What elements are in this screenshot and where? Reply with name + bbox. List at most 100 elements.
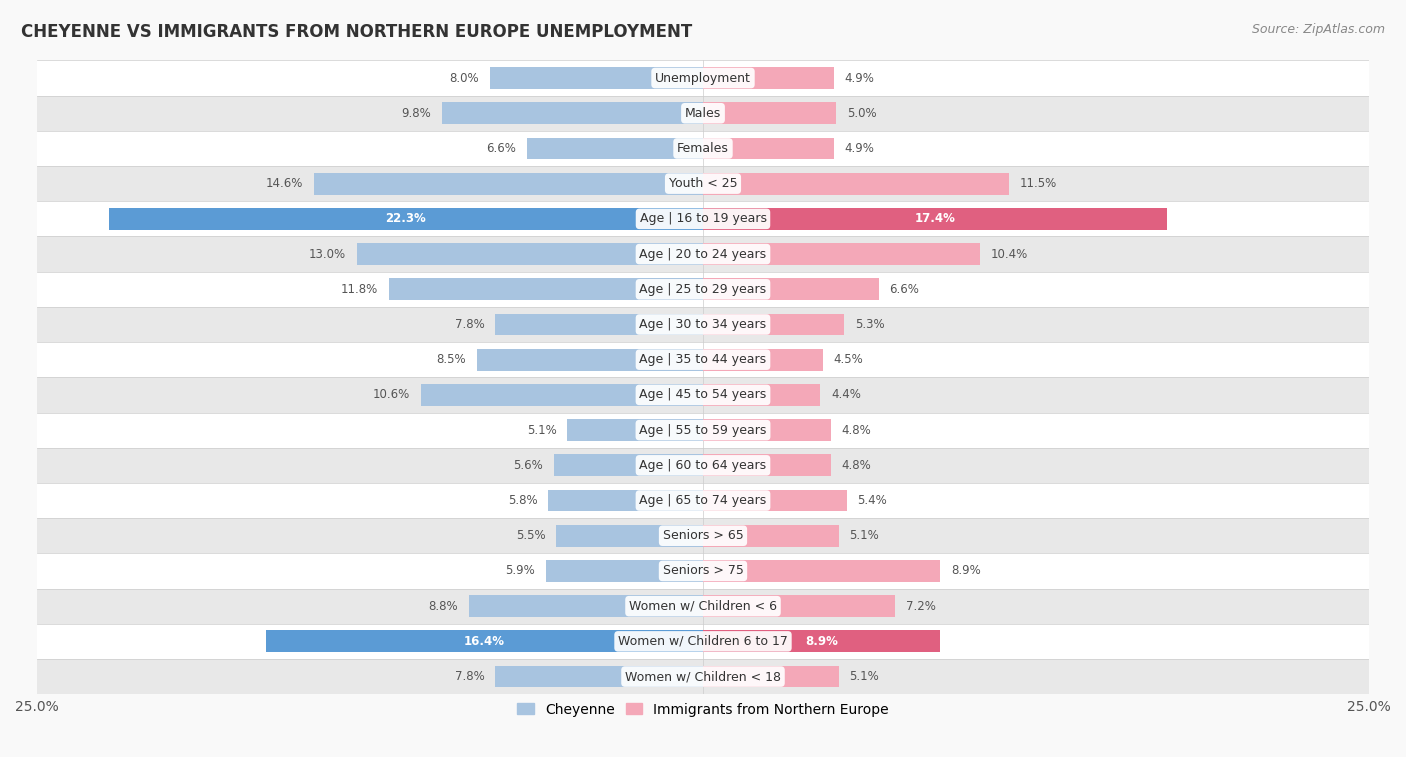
Text: Age | 35 to 44 years: Age | 35 to 44 years [640,354,766,366]
Text: 4.8%: 4.8% [842,459,872,472]
Text: Age | 55 to 59 years: Age | 55 to 59 years [640,424,766,437]
Text: 6.6%: 6.6% [890,283,920,296]
Bar [314,173,703,195]
Bar [37,624,1369,659]
Text: 5.0%: 5.0% [846,107,876,120]
Text: 5.4%: 5.4% [858,494,887,507]
Text: Females: Females [678,142,728,155]
Bar [703,665,839,687]
Text: 7.8%: 7.8% [454,318,485,331]
Bar [703,384,820,406]
Bar [703,560,941,582]
Text: Women w/ Children < 18: Women w/ Children < 18 [626,670,780,683]
Text: 9.8%: 9.8% [402,107,432,120]
Text: Age | 25 to 29 years: Age | 25 to 29 years [640,283,766,296]
Bar [37,166,1369,201]
Text: 10.4%: 10.4% [991,248,1028,260]
Text: Women w/ Children < 6: Women w/ Children < 6 [628,600,778,612]
Bar [388,279,703,301]
Bar [703,173,1010,195]
Text: Women w/ Children 6 to 17: Women w/ Children 6 to 17 [619,635,787,648]
Bar [468,595,703,617]
Bar [703,243,980,265]
Text: 11.8%: 11.8% [340,283,378,296]
Text: 4.9%: 4.9% [844,142,875,155]
Legend: Cheyenne, Immigrants from Northern Europe: Cheyenne, Immigrants from Northern Europ… [512,697,894,722]
Text: 7.2%: 7.2% [905,600,935,612]
Bar [703,454,831,476]
Bar [37,447,1369,483]
Bar [266,631,703,653]
Text: Age | 45 to 54 years: Age | 45 to 54 years [640,388,766,401]
Bar [37,483,1369,518]
Bar [703,595,894,617]
Bar [703,138,834,160]
Text: Age | 30 to 34 years: Age | 30 to 34 years [640,318,766,331]
Text: Age | 65 to 74 years: Age | 65 to 74 years [640,494,766,507]
Bar [37,342,1369,377]
Text: 5.1%: 5.1% [849,529,879,542]
Text: Males: Males [685,107,721,120]
Bar [703,631,941,653]
Text: 11.5%: 11.5% [1021,177,1057,190]
Text: 8.8%: 8.8% [429,600,458,612]
Text: Age | 60 to 64 years: Age | 60 to 64 years [640,459,766,472]
Bar [37,553,1369,588]
Bar [703,102,837,124]
Bar [703,349,823,371]
Text: 8.5%: 8.5% [436,354,465,366]
Text: 6.6%: 6.6% [486,142,516,155]
Bar [477,349,703,371]
Text: Youth < 25: Youth < 25 [669,177,737,190]
Bar [37,588,1369,624]
Text: Seniors > 65: Seniors > 65 [662,529,744,542]
Bar [546,560,703,582]
Text: 22.3%: 22.3% [385,213,426,226]
Bar [703,208,1167,230]
Bar [37,61,1369,95]
Text: 5.1%: 5.1% [849,670,879,683]
Bar [37,413,1369,447]
Text: 5.3%: 5.3% [855,318,884,331]
Bar [441,102,703,124]
Text: CHEYENNE VS IMMIGRANTS FROM NORTHERN EUROPE UNEMPLOYMENT: CHEYENNE VS IMMIGRANTS FROM NORTHERN EUR… [21,23,692,41]
Text: 5.1%: 5.1% [527,424,557,437]
Bar [703,67,834,89]
Bar [37,131,1369,166]
Text: 17.4%: 17.4% [914,213,955,226]
Text: 4.5%: 4.5% [834,354,863,366]
Bar [37,659,1369,694]
Bar [37,518,1369,553]
Text: 4.4%: 4.4% [831,388,860,401]
Text: Source: ZipAtlas.com: Source: ZipAtlas.com [1251,23,1385,36]
Bar [108,208,703,230]
Bar [554,454,703,476]
Bar [703,419,831,441]
Bar [37,377,1369,413]
Bar [420,384,703,406]
Bar [37,236,1369,272]
Text: 14.6%: 14.6% [266,177,304,190]
Bar [527,138,703,160]
Bar [567,419,703,441]
Text: 4.8%: 4.8% [842,424,872,437]
Text: 8.9%: 8.9% [806,635,838,648]
Text: 5.9%: 5.9% [505,565,536,578]
Bar [489,67,703,89]
Bar [357,243,703,265]
Bar [703,279,879,301]
Bar [548,490,703,512]
Text: Unemployment: Unemployment [655,71,751,85]
Text: Age | 20 to 24 years: Age | 20 to 24 years [640,248,766,260]
Bar [37,307,1369,342]
Bar [37,272,1369,307]
Bar [703,313,844,335]
Bar [37,95,1369,131]
Text: Seniors > 75: Seniors > 75 [662,565,744,578]
Bar [703,490,846,512]
Text: Age | 16 to 19 years: Age | 16 to 19 years [640,213,766,226]
Text: 16.4%: 16.4% [464,635,505,648]
Text: 4.9%: 4.9% [844,71,875,85]
Text: 5.6%: 5.6% [513,459,543,472]
Bar [557,525,703,547]
